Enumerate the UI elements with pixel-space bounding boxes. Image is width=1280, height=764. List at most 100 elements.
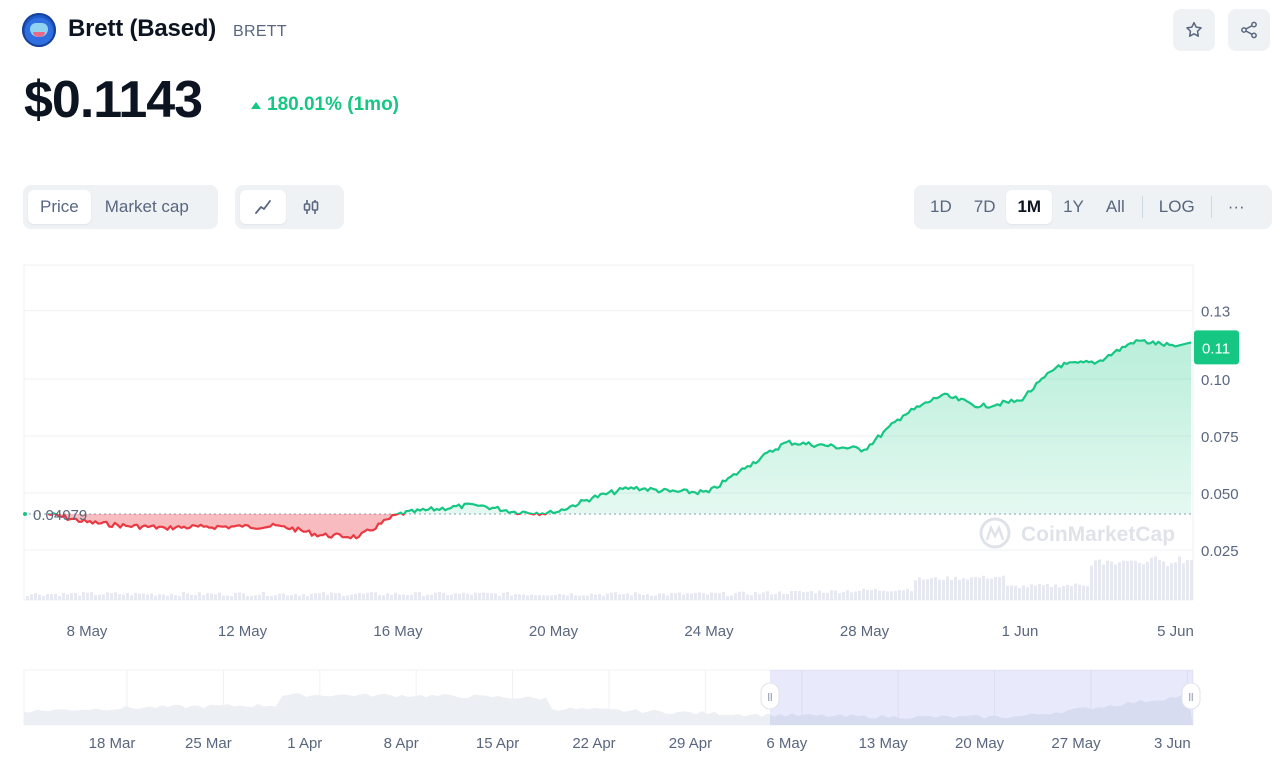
volume-bar bbox=[378, 595, 381, 600]
volume-bar bbox=[1118, 562, 1121, 600]
range-all-button[interactable]: All bbox=[1105, 197, 1125, 216]
volume-bar bbox=[918, 577, 921, 600]
volume-bar bbox=[202, 595, 205, 600]
navigator-selection[interactable] bbox=[770, 670, 1193, 725]
volume-bar bbox=[146, 594, 149, 600]
range-navigator[interactable]: 18 Mar 25 Mar 1 Apr 8 Apr 15 Apr 22 Apr 29 Apr… bbox=[23, 669, 1201, 752]
volume-bar bbox=[782, 594, 785, 600]
volume-bar bbox=[194, 595, 197, 600]
volume-bar bbox=[382, 595, 385, 600]
volume-bar bbox=[1106, 560, 1109, 600]
volume-bar bbox=[542, 595, 545, 600]
volume-bar bbox=[82, 592, 85, 600]
more-options-button[interactable]: ··· bbox=[1227, 197, 1245, 216]
volume-bar bbox=[506, 592, 509, 600]
volume-bar bbox=[46, 594, 49, 600]
divider bbox=[1210, 196, 1212, 218]
navigator-tick-label: 20 May bbox=[955, 735, 1005, 752]
volume-bar bbox=[706, 594, 709, 600]
volume-bar bbox=[814, 593, 817, 600]
navigator-tick-label: 15 Apr bbox=[476, 735, 519, 752]
volume-bar bbox=[1066, 584, 1069, 600]
volume-bar bbox=[26, 595, 29, 600]
range-1y-button[interactable]: 1Y bbox=[1063, 197, 1084, 216]
range-1m-button[interactable]: 1M bbox=[1006, 190, 1053, 224]
volume-bar bbox=[1038, 584, 1041, 600]
watchlist-star-button[interactable] bbox=[1173, 9, 1215, 51]
navigator-right-handle[interactable]: ll bbox=[1181, 682, 1201, 710]
volume-bar bbox=[326, 594, 329, 600]
candlestick-chart-button[interactable] bbox=[288, 190, 334, 224]
volume-bar bbox=[150, 593, 153, 600]
volume-bar bbox=[526, 595, 529, 600]
volume-bar bbox=[338, 593, 341, 600]
volume-bar bbox=[666, 595, 669, 600]
price-change: 180.01% (1mo) bbox=[251, 94, 399, 116]
volume-bar bbox=[618, 594, 621, 600]
volume-bar bbox=[686, 593, 689, 600]
volume-bar bbox=[446, 595, 449, 600]
volume-bar bbox=[642, 595, 645, 600]
volume-bar bbox=[510, 595, 513, 600]
volume-bar bbox=[674, 593, 677, 600]
log-scale-button[interactable]: LOG bbox=[1158, 197, 1195, 216]
volume-bar bbox=[486, 593, 489, 600]
volume-bar bbox=[166, 595, 169, 600]
volume-bar bbox=[230, 595, 233, 600]
volume-bar bbox=[438, 592, 441, 600]
volume-bar bbox=[926, 579, 929, 600]
volume-bar bbox=[290, 594, 293, 600]
volume-bar bbox=[66, 594, 69, 600]
share-button[interactable] bbox=[1228, 9, 1270, 51]
volume-bar bbox=[1082, 585, 1085, 600]
volume-bar bbox=[534, 594, 537, 600]
volume-bar bbox=[142, 593, 145, 600]
volume-bar bbox=[1026, 587, 1029, 600]
volume-bar bbox=[374, 592, 377, 600]
volume-bar bbox=[826, 592, 829, 600]
volume-bar bbox=[846, 590, 849, 600]
current-value-badge bbox=[1194, 330, 1239, 365]
volume-bar bbox=[274, 595, 277, 600]
volume-bar bbox=[874, 589, 877, 600]
navigator-tick-label: 18 Mar bbox=[89, 735, 136, 752]
volume-bar bbox=[1074, 583, 1077, 600]
up-arrow-icon bbox=[251, 101, 261, 109]
price-chart[interactable]: 0.025 0.050 0.075 0.10 0.13 8 May 12 May 16 May… bbox=[0, 255, 1280, 764]
volume-bar bbox=[1078, 584, 1081, 600]
line-chart-button[interactable] bbox=[240, 190, 286, 224]
volume-bar bbox=[358, 592, 361, 600]
volume-bar bbox=[622, 593, 625, 600]
volume-bar bbox=[246, 595, 249, 600]
volume-bar bbox=[886, 591, 889, 600]
volume-bar bbox=[606, 593, 609, 600]
range-7d-button[interactable]: 7D bbox=[973, 197, 996, 216]
volume-bar bbox=[1154, 556, 1157, 600]
volume-bar bbox=[502, 592, 505, 600]
volume-bar bbox=[978, 577, 981, 600]
volume-bar bbox=[90, 592, 93, 600]
volume-bar bbox=[862, 588, 865, 600]
volume-bar bbox=[794, 591, 797, 600]
volume-bar bbox=[710, 592, 713, 600]
volume-bar bbox=[1162, 561, 1165, 600]
volume-bar bbox=[974, 577, 977, 600]
volume-bar bbox=[242, 593, 245, 600]
volume-bar bbox=[922, 579, 925, 600]
navigator-tick-label: 29 Apr bbox=[669, 735, 712, 752]
range-1d-button[interactable]: 1D bbox=[930, 197, 952, 216]
tab-price[interactable]: Price bbox=[28, 190, 91, 224]
volume-bars bbox=[26, 556, 1193, 600]
volume-bar bbox=[394, 592, 397, 600]
tab-market-cap[interactable]: Market cap bbox=[104, 197, 189, 216]
volume-bar bbox=[366, 592, 369, 600]
volume-bar bbox=[518, 594, 521, 600]
volume-bar bbox=[722, 592, 725, 600]
volume-bar bbox=[726, 595, 729, 600]
volume-bar bbox=[402, 594, 405, 600]
navigator-left-handle[interactable]: ll bbox=[760, 682, 780, 710]
volume-bar bbox=[494, 593, 497, 600]
volume-bar bbox=[306, 595, 309, 600]
x-tick-label: 16 May bbox=[373, 623, 423, 640]
volume-bar bbox=[758, 594, 761, 600]
